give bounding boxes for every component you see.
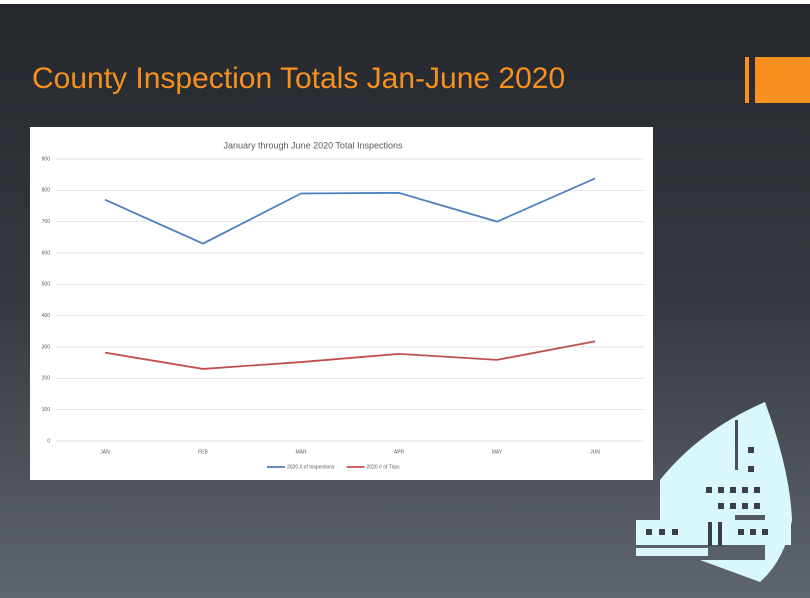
accent-bar [745,57,749,103]
x-tick-label: APR [394,449,405,455]
series-line [104,340,596,370]
legend-label: 2020 # of Inspections [287,464,335,470]
accent-block [755,57,810,103]
chart-area [30,127,653,480]
top-strip [0,0,810,4]
slide-title: County Inspection Totals Jan-June 2020 [32,62,565,95]
y-tick-label: 500 [42,282,51,288]
legend-label: 2020 # of Trips [367,464,401,470]
y-tick-label: 900 [42,156,51,162]
y-tick-label: 0 [47,438,50,444]
y-tick-label: 800 [42,188,51,194]
y-tick-label: 300 [42,344,51,350]
y-tick-label: 400 [42,313,51,319]
x-tick-label: MAY [492,449,503,455]
y-tick-label: 600 [42,250,51,256]
building-logo [636,402,792,582]
chart-title: January through June 2020 Total Inspecti… [224,140,403,150]
x-tick-label: MAR [295,449,307,455]
y-tick-label: 700 [42,219,51,225]
y-tick-label: 100 [42,407,51,413]
x-tick-label: FEB [198,449,208,455]
x-tick-label: JUN [590,449,600,455]
series-line [104,177,596,245]
y-tick-label: 200 [42,376,51,382]
x-tick-label: JAN [100,449,110,455]
